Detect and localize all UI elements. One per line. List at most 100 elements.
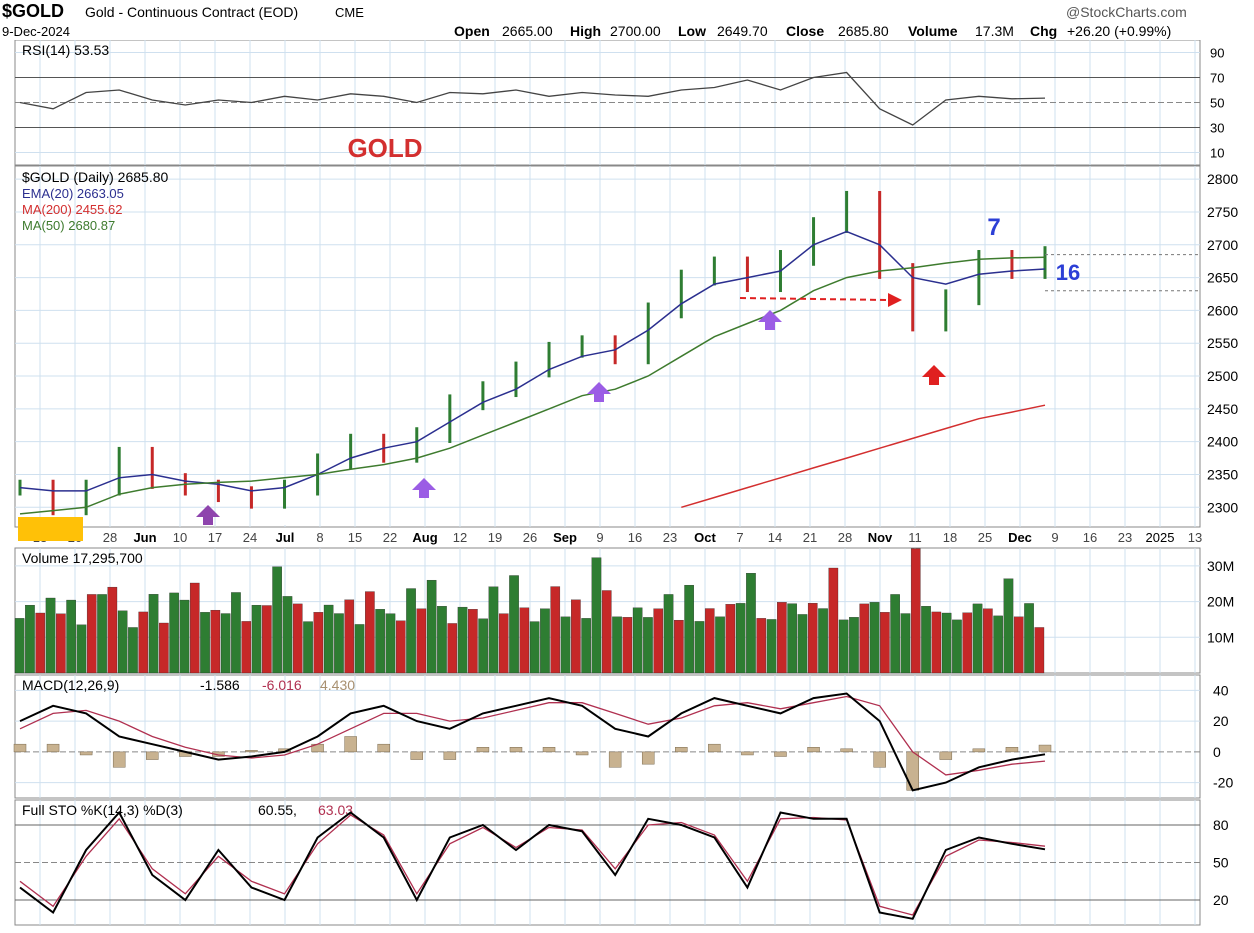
ma50-line [19,256,1046,515]
x-tick-label: 9 [1051,530,1058,545]
price-tick-label: 2800 [1207,171,1238,187]
volume-bar [838,619,849,674]
x-tick-label: Dec [1008,530,1032,545]
volume-bar [519,607,530,674]
volume-bar [251,604,262,674]
up-arrow [587,382,611,402]
x-tick-label: Oct [694,530,716,545]
volume-bar [189,582,200,674]
volume-bar [14,618,25,674]
volume-bar [35,612,46,674]
macd-histogram-bar [509,747,523,753]
volume-bar [1024,603,1034,674]
volume-bar [540,608,550,674]
macd-histogram-bar [840,748,853,753]
ohlc-chg-value: +26.20 (+0.99%) [1067,23,1172,39]
yellow-highlight [18,517,83,541]
volume-bar [210,609,221,674]
x-tick-label: 9 [596,530,603,545]
volume-bar [972,603,983,674]
x-tick-label: 16 [1083,530,1097,545]
ohlc-close-value: 2685.80 [838,23,889,39]
volume-bar [746,573,756,674]
volume-bar [952,619,962,674]
volume-bar [890,594,900,674]
volume-bar [859,603,870,674]
macd-histogram-bar [245,750,258,753]
volume-bar [900,613,911,674]
volume-bar [457,606,468,674]
x-tick-label: 8 [316,530,323,545]
x-tick-label: 26 [523,530,537,545]
volume-bar [931,611,942,674]
macd-histogram-bar [906,751,919,791]
volume-bar [231,592,241,674]
macd-histogram-bar [608,751,622,768]
x-tick-label: Aug [412,530,437,545]
volume-bar [395,620,406,674]
volume-bar [818,608,828,674]
volume-bar [601,590,612,674]
sto-k-line [19,810,1046,920]
volume-bar [138,611,149,674]
macd-line [19,692,1046,792]
macd-signal-line [19,695,1046,776]
volume-bar [828,567,839,674]
volume-bar [777,602,787,674]
indicator-legend: MA(200) 2455.62 [22,202,122,217]
indicator-legend: MA(50) 2680.87 [22,218,115,233]
volume-bar [643,617,653,674]
x-tick-label: 17 [208,530,222,545]
volume-bar [107,586,118,674]
x-tick-label: 18 [943,530,957,545]
price-tick-label: 2650 [1207,270,1238,286]
volume-bar [488,586,499,674]
indicator-legend: EMA(20) 2663.05 [22,186,124,201]
macd-histogram-bar [476,747,490,753]
up-arrow [922,365,946,385]
source-label[interactable]: @StockCharts.com [1066,4,1187,20]
volume-bar [406,588,416,674]
volume-bar [385,613,396,674]
volume-bar [25,604,35,674]
volume-bar [983,608,993,674]
volume-bar [962,612,973,674]
panel-frame-rsi [14,39,1201,166]
x-tick-label: Jul [276,530,295,545]
volume-bar [365,591,375,674]
volume-bar [344,599,355,674]
volume-bar [725,604,736,674]
volume-bar [735,603,746,674]
price-tick-label: 2450 [1207,401,1238,417]
volume-bar [663,594,674,674]
volume-bar [591,557,602,674]
price-tick-label: 2750 [1207,204,1238,220]
macd-histogram-bar [542,747,556,753]
volume-bar [581,618,591,674]
rsi-tick-label: 70 [1210,71,1224,86]
x-tick-label: 14 [768,530,782,545]
macd-histogram-bar [575,751,589,756]
x-tick-label: 23 [663,530,677,545]
macd-tick-label: -20 [1213,775,1233,791]
ohlc-chg-label: Chg [1030,23,1058,39]
price-tick-label: 2700 [1207,237,1238,253]
volume-bar [529,621,540,674]
x-tick-label: 7 [736,530,743,545]
rsi-tick-label: 90 [1210,46,1224,61]
volume-bar [468,609,478,674]
red-dashed-arrow [739,297,891,301]
macd-histogram-bar [972,748,986,753]
volume-bar [323,604,334,674]
up-arrow [196,505,220,525]
macd-histogram-bar [377,743,390,753]
volume-bar [632,607,643,674]
volume-bar [292,603,303,674]
macd-histogram-bar [675,747,688,753]
ohlc-close-label: Close [786,23,825,39]
price-tick-label: 2300 [1207,499,1238,515]
macd-histogram-bar [807,747,820,753]
macd-histogram-bar [641,751,655,765]
macd-tick-label: 20 [1213,713,1229,729]
ohlc-high-value: 2700.00 [610,23,661,39]
